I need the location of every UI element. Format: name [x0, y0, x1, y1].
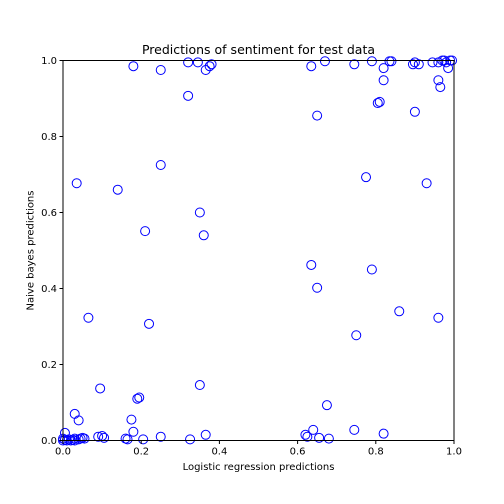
x-tick-label: 1.0: [446, 447, 462, 458]
data-point: [306, 61, 317, 72]
data-point: [302, 431, 313, 442]
data-point: [112, 184, 123, 195]
axes-frame: [62, 60, 455, 441]
data-point: [378, 63, 389, 74]
data-point: [378, 75, 389, 86]
data-point: [63, 434, 74, 445]
data-point: [378, 428, 389, 439]
x-axis-label: Logistic regression predictions: [183, 462, 335, 473]
data-point: [128, 426, 139, 437]
data-point: [323, 433, 334, 444]
data-point: [366, 56, 377, 67]
data-point: [361, 172, 372, 183]
data-point: [306, 259, 317, 270]
data-point: [312, 110, 323, 121]
data-point: [183, 90, 194, 101]
x-tick-label: 0.0: [55, 447, 71, 458]
x-tick-label: 0.2: [133, 447, 149, 458]
data-point: [351, 330, 362, 341]
data-point: [140, 226, 151, 237]
y-tick-label: 0.4: [41, 284, 57, 295]
data-point: [126, 414, 137, 425]
data-point: [194, 380, 205, 391]
data-point: [409, 106, 420, 117]
data-point: [71, 178, 82, 189]
x-tick-label: 0.4: [211, 447, 227, 458]
data-point: [69, 433, 80, 444]
data-point: [183, 57, 194, 68]
y-tick-label: 0.0: [41, 436, 57, 447]
data-point: [185, 434, 196, 445]
x-axis-ticks: 0.0 0.2 0.4 0.6 0.8 1.0: [55, 440, 462, 458]
data-point: [79, 433, 90, 444]
data-point: [421, 178, 432, 189]
data-point: [128, 61, 139, 72]
data-point: [194, 207, 205, 218]
data-point: [314, 432, 325, 443]
y-axis-label: Naive bayes predictions: [26, 191, 37, 311]
data-point: [99, 432, 110, 443]
y-tick-label: 1.0: [41, 56, 57, 67]
data-point: [198, 230, 209, 241]
data-point: [427, 57, 438, 68]
data-point: [372, 98, 383, 109]
data-point: [200, 429, 211, 440]
data-point: [134, 392, 145, 403]
data-point: [435, 82, 446, 93]
data-point: [312, 282, 323, 293]
data-point: [349, 424, 360, 435]
data-point: [206, 59, 217, 70]
data-point: [407, 59, 418, 70]
y-tick-label: 0.8: [41, 132, 57, 143]
data-point: [73, 434, 84, 445]
y-tick-label: 0.6: [41, 208, 57, 219]
data-point: [144, 318, 155, 329]
data-point: [200, 65, 211, 75]
data-point: [155, 160, 166, 170]
data-point: [192, 57, 203, 68]
data-point: [374, 96, 385, 107]
data-point: [413, 59, 424, 70]
data-point: [349, 59, 360, 70]
data-point: [300, 429, 311, 440]
data-point: [319, 56, 330, 67]
data-point: [433, 312, 444, 323]
data-point: [321, 400, 332, 411]
data-point: [386, 56, 397, 67]
data-point: [433, 75, 444, 86]
data-point: [155, 65, 166, 75]
y-tick-label: 0.2: [41, 360, 57, 371]
x-tick-label: 0.8: [368, 447, 384, 458]
x-tick-label: 0.6: [290, 447, 306, 458]
plot-background: [63, 60, 454, 441]
data-point: [308, 424, 319, 435]
data-point: [73, 415, 84, 426]
data-point: [204, 61, 215, 72]
data-point: [394, 306, 405, 317]
data-point: [138, 434, 149, 445]
data-point: [83, 312, 94, 323]
data-point: [155, 431, 166, 442]
data-point: [93, 431, 104, 442]
data-point: [132, 393, 143, 404]
chart-title: Predictions of sentiment for test data: [142, 42, 375, 57]
plot-area: [63, 60, 454, 441]
data-point: [95, 383, 106, 394]
data-point: [122, 434, 133, 445]
data-point: [366, 264, 377, 275]
y-axis-ticks: 0.0 0.2 0.4 0.6 0.8 1.0: [41, 56, 63, 447]
